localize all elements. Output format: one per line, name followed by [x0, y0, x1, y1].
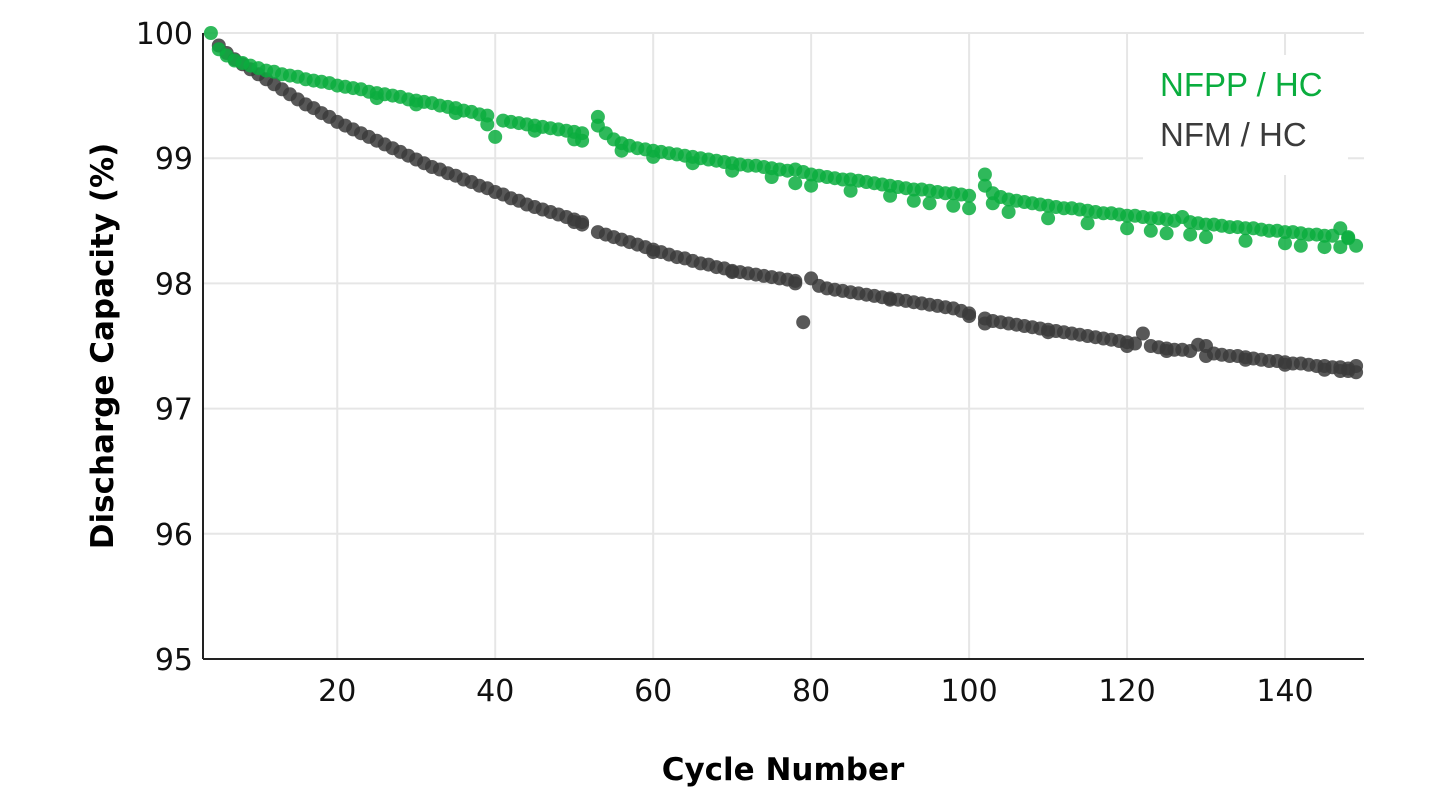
- data-point: [1333, 240, 1348, 255]
- data-point: [1135, 326, 1150, 341]
- x-tick-label: 140: [1256, 674, 1313, 709]
- data-point: [764, 170, 779, 184]
- legend-background: [1143, 55, 1348, 175]
- data-point: [883, 188, 898, 203]
- y-tick-label: 99: [155, 142, 193, 177]
- x-tick-label: 100: [940, 674, 997, 709]
- data-point: [1041, 211, 1056, 226]
- data-point: [369, 91, 384, 106]
- data-point: [527, 123, 542, 138]
- data-point: [1238, 352, 1253, 367]
- data-point: [448, 106, 463, 121]
- data-point: [203, 26, 218, 40]
- data-point: [1183, 227, 1198, 242]
- data-point: [788, 176, 803, 191]
- data-point: [1159, 344, 1174, 358]
- x-tick-label: 40: [476, 674, 514, 709]
- data-point: [796, 315, 811, 330]
- data-point: [962, 188, 977, 203]
- data-point: [590, 118, 605, 133]
- data-point: [409, 97, 424, 112]
- data-point: [1041, 325, 1056, 340]
- y-tick-label: 100: [136, 17, 193, 52]
- legend-entry-nfm-hc: NFM / HC: [1160, 116, 1307, 153]
- data-point: [985, 196, 1000, 211]
- x-tick-label: 20: [318, 674, 356, 709]
- x-tick-label: 80: [792, 674, 830, 709]
- data-point: [1001, 205, 1016, 219]
- axes: [202, 33, 1364, 660]
- data-point: [962, 201, 977, 216]
- data-point: [906, 193, 921, 208]
- data-point: [977, 316, 992, 331]
- y-tick-label: 95: [155, 643, 193, 678]
- data-point: [1120, 221, 1135, 236]
- data-point: [646, 245, 661, 260]
- data-point: [922, 196, 937, 211]
- data-point: [614, 143, 629, 158]
- data-point: [788, 276, 803, 291]
- data-point: [1317, 240, 1332, 255]
- data-point: [480, 117, 495, 132]
- data-point: [1341, 230, 1356, 245]
- data-point: [1199, 230, 1213, 245]
- data-point: [1080, 216, 1095, 231]
- data-point: [843, 183, 858, 198]
- data-point: [977, 167, 992, 182]
- data-point: [1349, 365, 1364, 380]
- series-nfpp-hc: [203, 26, 1364, 255]
- x-tick-labels: 20 40 60 80 100 120 140: [318, 674, 1313, 709]
- y-tick-label: 98: [155, 267, 193, 302]
- data-point: [804, 178, 819, 193]
- legend-entry-nfpp-hc: NFPP / HC: [1160, 66, 1323, 103]
- y-tick-labels: 95 96 97 98 99 100: [136, 17, 193, 678]
- data-point: [575, 217, 590, 232]
- data-point: [1199, 349, 1213, 363]
- data-point: [725, 163, 740, 178]
- data-point: [1278, 236, 1292, 251]
- x-tick-label: 120: [1098, 674, 1155, 709]
- data-point: [1293, 238, 1308, 253]
- data-point: [1143, 223, 1158, 238]
- data-point: [1159, 226, 1174, 241]
- x-axis-title: Cycle Number: [662, 752, 905, 788]
- data-points: [203, 26, 1364, 380]
- y-axis-title: Discharge Capacity (%): [85, 143, 121, 549]
- data-point: [725, 265, 740, 280]
- x-tick-label: 60: [634, 674, 672, 709]
- data-point: [1238, 233, 1253, 248]
- y-tick-label: 96: [155, 518, 193, 553]
- data-point: [1317, 362, 1332, 377]
- data-point: [646, 149, 661, 164]
- data-point: [575, 133, 590, 148]
- data-point: [1120, 339, 1135, 353]
- data-point: [946, 198, 961, 213]
- data-point: [488, 129, 503, 144]
- legend: NFPP / HC NFM / HC: [1143, 55, 1348, 175]
- data-point: [685, 156, 700, 171]
- data-point: [1278, 357, 1292, 372]
- y-tick-label: 97: [155, 393, 193, 428]
- data-point: [962, 309, 977, 323]
- data-point: [883, 292, 898, 307]
- data-point: [977, 178, 992, 193]
